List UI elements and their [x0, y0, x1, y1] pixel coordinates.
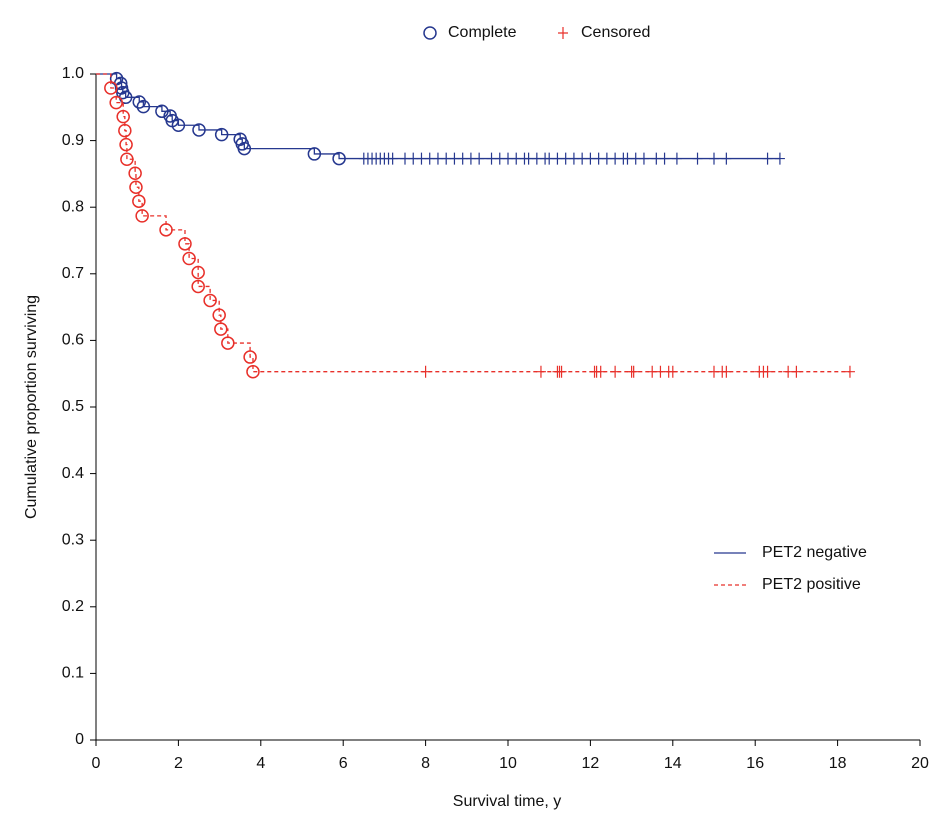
event-marker	[135, 209, 149, 223]
event-marker	[178, 237, 192, 251]
x-tick-label: 20	[911, 755, 929, 772]
censor-marker	[762, 365, 773, 378]
event-marker	[332, 151, 346, 166]
censor-marker	[791, 365, 802, 378]
censor-marker	[474, 152, 485, 165]
censor-marker	[610, 365, 621, 378]
event-marker	[246, 364, 260, 379]
legend-symbol	[423, 26, 437, 40]
censor-marker	[844, 365, 855, 378]
x-tick-label: 10	[499, 755, 517, 772]
event-marker	[132, 95, 147, 109]
event-marker	[104, 81, 118, 95]
event-marker	[118, 123, 132, 138]
event-marker	[159, 223, 173, 237]
censor-marker	[721, 152, 732, 165]
y-tick-label: 0.3	[62, 531, 84, 548]
x-tick-label: 14	[664, 755, 682, 772]
y-tick-label: 0	[75, 731, 84, 748]
y-tick-label: 0.9	[62, 132, 84, 149]
censor-marker	[638, 152, 649, 165]
survival-curve	[96, 73, 780, 160]
survival-curve	[96, 73, 850, 373]
x-tick-label: 8	[421, 755, 430, 772]
censor-marker	[709, 152, 719, 165]
legend-label: PET2 negative	[762, 544, 867, 561]
y-tick-label: 0.1	[62, 665, 84, 682]
event-marker	[129, 180, 143, 194]
event-marker	[136, 99, 151, 114]
x-tick-label: 0	[92, 755, 101, 772]
censor-marker	[595, 365, 606, 378]
event-marker	[191, 265, 205, 280]
event-marker	[221, 336, 235, 350]
event-marker	[237, 141, 252, 156]
censor-marker	[671, 152, 682, 165]
event-marker	[212, 308, 226, 322]
censor-marker	[628, 365, 639, 378]
x-axis-label: Survival time, y	[453, 793, 561, 810]
censor-marker	[667, 365, 678, 378]
event-marker	[109, 95, 123, 110]
event-marker	[203, 293, 217, 308]
x-tick-label: 2	[174, 755, 183, 772]
legend-label: Complete	[448, 24, 517, 41]
event-marker	[214, 322, 228, 336]
x-tick-label: 12	[582, 755, 600, 772]
event-marker	[132, 194, 146, 208]
x-tick-label: 16	[746, 755, 764, 772]
event-marker	[191, 279, 205, 294]
y-tick-label: 0.6	[62, 332, 84, 349]
censor-marker	[556, 365, 567, 378]
event-marker	[182, 251, 196, 266]
event-marker	[307, 147, 322, 161]
legend-label: PET2 positive	[762, 576, 861, 593]
x-tick-label: 6	[339, 755, 348, 772]
censor-marker	[659, 152, 670, 165]
event-marker	[128, 166, 142, 180]
legend-label: Censored	[581, 24, 650, 41]
event-marker	[171, 118, 186, 133]
event-marker	[214, 127, 229, 142]
censor-marker	[721, 365, 732, 378]
event-marker	[243, 350, 257, 364]
y-tick-label: 0.5	[62, 398, 84, 415]
y-tick-label: 1.0	[62, 65, 84, 82]
y-tick-label: 0.7	[62, 265, 84, 282]
event-marker	[155, 104, 169, 119]
y-tick-label: 0.2	[62, 598, 84, 615]
x-tick-label: 18	[829, 755, 847, 772]
censor-marker	[774, 152, 785, 165]
event-marker	[120, 152, 134, 166]
x-tick-label: 4	[256, 755, 265, 772]
y-tick-label: 0.4	[62, 465, 84, 482]
censor-marker	[420, 365, 431, 378]
event-marker	[116, 109, 130, 124]
legend-symbol	[558, 27, 568, 39]
y-axis-label: Cumulative proportion surviving	[23, 295, 40, 519]
y-tick-label: 0.8	[62, 198, 84, 215]
censor-marker	[535, 365, 546, 378]
censor-marker	[762, 152, 773, 165]
event-marker	[119, 137, 133, 152]
censor-marker	[387, 152, 398, 165]
censor-marker	[692, 152, 703, 165]
event-marker	[192, 123, 206, 137]
